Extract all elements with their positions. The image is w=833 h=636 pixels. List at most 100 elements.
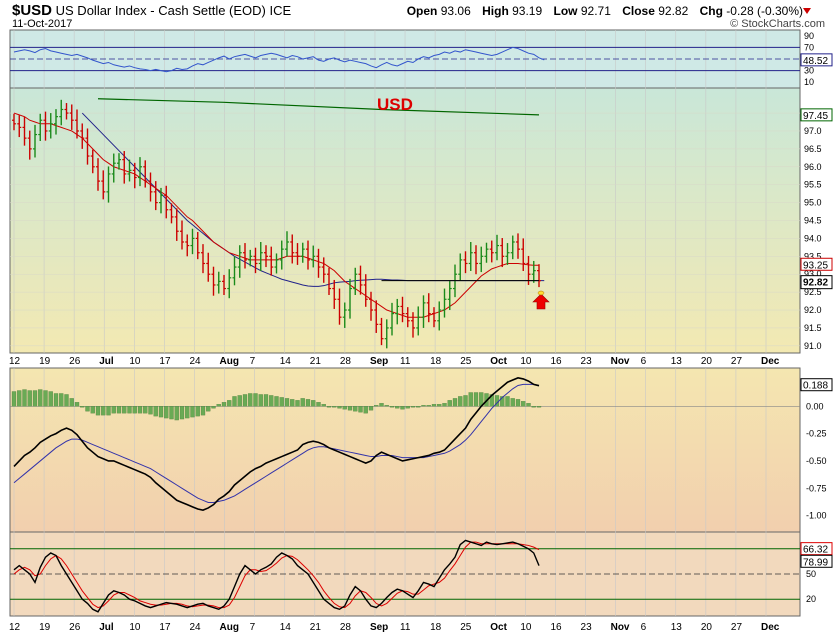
price-tick-label: 91.5 <box>804 323 822 333</box>
stochastic-tick-label: 20 <box>806 594 816 604</box>
macd-histogram-bar <box>17 390 22 407</box>
x-tick-label: Jul <box>99 356 114 367</box>
macd-histogram-bar <box>384 405 389 407</box>
stochastic-k-line <box>13 539 540 613</box>
price-tick-label: 94.5 <box>804 216 822 226</box>
rsi-value-label: 48.52 <box>803 56 828 67</box>
macd-histogram-bar <box>106 406 111 416</box>
macd-histogram-bar <box>311 400 316 407</box>
macd-histogram-bar <box>22 389 27 407</box>
rsi-tick-label: 10 <box>804 77 814 87</box>
x-tick-label-bottom: 23 <box>581 622 593 633</box>
macd-histogram-bar <box>227 400 232 407</box>
macd-histogram-bar <box>169 406 174 420</box>
close-value: 92.82 <box>658 4 689 18</box>
high-value: 93.19 <box>512 4 543 18</box>
macd-histogram-bar <box>111 406 116 414</box>
macd-histogram-bar <box>363 406 368 414</box>
macd-histogram-bar <box>221 402 227 407</box>
macd-histogram-bar <box>80 406 85 408</box>
macd-value-label: 0.188 <box>803 381 828 392</box>
x-tick-label-bottom: 14 <box>280 622 292 633</box>
macd-histogram-bar <box>185 406 190 419</box>
price-tick-label: 93.5 <box>804 251 822 261</box>
macd-histogram-bar <box>500 396 505 407</box>
macd-histogram-bar <box>153 406 158 417</box>
macd-histogram-bar <box>32 390 38 407</box>
macd-histogram-bar <box>326 406 332 408</box>
last-price-box <box>800 275 833 290</box>
x-tick-label-bottom: 7 <box>250 622 256 633</box>
instrument-name: US Dollar Index - Cash Settle (EOD) <box>55 3 266 18</box>
macd-histogram-bar <box>395 406 400 409</box>
x-tick-label-bottom: Jul <box>99 622 114 633</box>
x-tick-label: 13 <box>671 356 683 367</box>
x-tick-label-bottom: 10 <box>129 622 141 633</box>
stochastic-d-value-box <box>800 542 833 556</box>
macd-tick-label: 0.00 <box>806 401 824 411</box>
sma200-value-label: 97.45 <box>803 111 828 122</box>
macd-histogram-bar <box>473 392 479 407</box>
macd-histogram-bar <box>515 399 521 407</box>
x-tick-label-bottom: 18 <box>430 622 442 633</box>
stochastic-tick-label: 50 <box>806 569 816 579</box>
macd-histogram-bar <box>253 393 258 407</box>
x-tick-label: 27 <box>731 356 743 367</box>
close-label: Close <box>622 4 655 18</box>
macd-histogram-bar <box>27 390 32 407</box>
macd-histogram-bar <box>300 398 305 407</box>
stochastic-k-value-box <box>800 554 833 568</box>
macd-histogram-bar <box>122 406 127 414</box>
x-tick-label-bottom: 17 <box>159 622 171 633</box>
sma20-value-label: 93.25 <box>803 260 828 271</box>
macd-histogram-bar <box>468 392 473 407</box>
macd-histogram-bar <box>358 406 363 413</box>
x-tick-label: 11 <box>400 356 411 367</box>
high-label: High <box>482 4 509 18</box>
macd-tick-label: -1.00 <box>806 511 827 521</box>
price-tick-label: 96.5 <box>804 144 822 154</box>
rsi-tick-label: 30 <box>804 66 814 76</box>
macd-histogram-bar <box>305 399 311 407</box>
stochastic-k-value-label: 78.99 <box>803 557 828 568</box>
macd-histogram-bar <box>258 394 263 407</box>
macd-line <box>13 377 540 511</box>
ohlc-readout: Open 93.06 High 93.19 Low 92.71 Close 92… <box>407 4 803 18</box>
chg-value: -0.28 (-0.30%) <box>726 4 803 18</box>
macd-histogram-bar <box>447 400 452 407</box>
macd-tick-label: -0.75 <box>806 483 827 493</box>
x-tick-label: 24 <box>189 356 201 367</box>
macd-histogram-bar <box>127 406 132 414</box>
x-tick-label: 26 <box>69 356 81 367</box>
last-price-label: 92.82 <box>803 278 828 289</box>
x-tick-label-bottom: 13 <box>671 622 683 633</box>
macd-histogram-bar <box>510 398 515 407</box>
macd-histogram-bar <box>295 400 300 407</box>
x-tick-label: 28 <box>340 356 352 367</box>
symbol: $USD <box>12 2 53 19</box>
macd-histogram-bar <box>347 406 353 411</box>
x-tick-label: Aug <box>220 356 239 367</box>
macd-histogram-bar <box>531 406 536 408</box>
x-tick-label: Sep <box>370 356 388 367</box>
macd-histogram-bar <box>437 404 442 407</box>
macd-histogram-bar <box>206 406 211 412</box>
rsi-tick-label: 70 <box>804 42 814 52</box>
macd-histogram-bar <box>132 406 137 414</box>
x-tick-label: Oct <box>490 356 507 367</box>
macd-histogram-bar <box>174 406 179 421</box>
macd-histogram-bar <box>374 405 379 407</box>
x-tick-label: 16 <box>550 356 562 367</box>
macd-histogram-bar <box>164 406 169 419</box>
macd-histogram-bar <box>431 404 437 407</box>
x-tick-label-bottom: 12 <box>9 622 21 633</box>
stochastic-d-value-label: 66.32 <box>803 545 828 556</box>
x-tick-label-bottom: Oct <box>490 622 507 633</box>
macd-histogram-bar <box>101 406 106 416</box>
macd-histogram-bar <box>452 398 458 407</box>
sma200-value-box <box>800 108 833 122</box>
x-tick-label: 10 <box>129 356 141 367</box>
down-triangle-icon <box>803 8 811 14</box>
x-tick-label-bottom: Dec <box>761 622 780 633</box>
